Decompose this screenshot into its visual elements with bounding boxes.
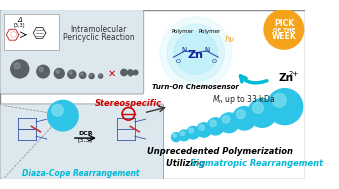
- Circle shape: [222, 116, 230, 123]
- Circle shape: [233, 107, 256, 130]
- Circle shape: [56, 70, 60, 73]
- Circle shape: [99, 75, 101, 76]
- Text: O: O: [175, 59, 180, 64]
- Text: ⬡: ⬡: [9, 30, 16, 39]
- Circle shape: [175, 136, 179, 141]
- Text: O: O: [211, 59, 216, 64]
- Text: [3,3]: [3,3]: [78, 137, 93, 142]
- Circle shape: [199, 125, 204, 130]
- Text: Utilizing: Utilizing: [166, 159, 208, 168]
- Text: [3,3]: [3,3]: [14, 22, 25, 27]
- Text: $\mathit{M}_\mathregular{n}$ up to 33 kDa: $\mathit{M}_\mathregular{n}$ up to 33 kD…: [212, 93, 275, 106]
- Circle shape: [160, 17, 232, 89]
- Circle shape: [121, 69, 127, 76]
- Circle shape: [39, 67, 43, 72]
- Circle shape: [219, 113, 239, 133]
- Circle shape: [54, 68, 64, 78]
- Circle shape: [191, 131, 198, 137]
- Circle shape: [37, 65, 49, 78]
- Circle shape: [253, 102, 263, 113]
- Circle shape: [207, 118, 224, 135]
- Text: Zn: Zn: [278, 73, 294, 83]
- Circle shape: [14, 63, 20, 69]
- Text: hν: hν: [225, 35, 235, 44]
- Circle shape: [173, 134, 176, 137]
- Text: Zn: Zn: [188, 50, 204, 60]
- Text: Polymer: Polymer: [198, 29, 220, 34]
- Circle shape: [47, 100, 78, 131]
- Circle shape: [81, 73, 83, 75]
- Circle shape: [99, 74, 103, 78]
- Circle shape: [202, 128, 209, 135]
- Circle shape: [182, 134, 188, 139]
- Circle shape: [187, 126, 199, 139]
- Circle shape: [273, 94, 286, 107]
- Text: Sigmatropic Rearrangement: Sigmatropic Rearrangement: [191, 159, 323, 168]
- Text: 2+: 2+: [288, 71, 299, 77]
- Text: ✕: ✕: [108, 68, 116, 78]
- Circle shape: [197, 123, 211, 137]
- Circle shape: [172, 133, 181, 142]
- Text: Polymer: Polymer: [171, 29, 194, 34]
- Text: Stereospecific: Stereospecific: [95, 99, 162, 108]
- Circle shape: [179, 130, 190, 141]
- Circle shape: [180, 131, 184, 136]
- Circle shape: [133, 70, 138, 75]
- Circle shape: [241, 115, 253, 127]
- Text: WEEK: WEEK: [272, 32, 296, 41]
- Circle shape: [267, 89, 303, 125]
- FancyBboxPatch shape: [0, 10, 304, 179]
- Text: DCR: DCR: [78, 131, 93, 136]
- FancyBboxPatch shape: [4, 14, 59, 50]
- Circle shape: [90, 74, 92, 76]
- Text: Diaza-Cope Rearrangement: Diaza-Cope Rearrangement: [22, 170, 140, 178]
- FancyBboxPatch shape: [0, 104, 163, 179]
- Text: N: N: [205, 47, 210, 53]
- Circle shape: [248, 98, 277, 127]
- Circle shape: [213, 124, 222, 133]
- Circle shape: [226, 120, 236, 130]
- FancyBboxPatch shape: [0, 10, 144, 94]
- Circle shape: [89, 74, 94, 79]
- Text: Δ: Δ: [17, 17, 22, 23]
- Circle shape: [258, 109, 272, 124]
- Text: PICK: PICK: [274, 19, 294, 28]
- Circle shape: [80, 72, 86, 78]
- Circle shape: [189, 128, 194, 133]
- Circle shape: [264, 10, 304, 49]
- Text: Pericyclic Reaction: Pericyclic Reaction: [63, 33, 135, 42]
- Circle shape: [174, 31, 217, 74]
- Circle shape: [167, 24, 224, 81]
- Circle shape: [11, 60, 29, 78]
- Circle shape: [210, 120, 216, 127]
- Circle shape: [69, 71, 72, 74]
- Circle shape: [52, 105, 63, 116]
- Text: OF THE: OF THE: [273, 28, 295, 33]
- Text: Intramolecular: Intramolecular: [71, 25, 127, 34]
- Circle shape: [236, 110, 245, 119]
- Circle shape: [279, 102, 297, 120]
- Text: N: N: [181, 47, 187, 53]
- Text: Unprecedented Polymerization: Unprecedented Polymerization: [147, 147, 293, 156]
- Text: Turn-On Chemosensor: Turn-On Chemosensor: [153, 84, 239, 90]
- Circle shape: [127, 70, 133, 75]
- Circle shape: [68, 70, 76, 78]
